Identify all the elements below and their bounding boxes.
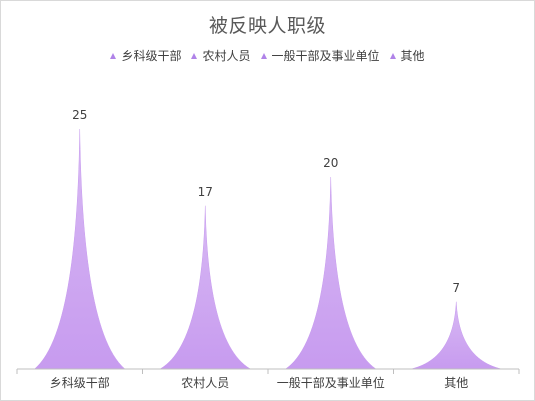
peaks-layer	[33, 128, 502, 370]
legend: 乡科级干部 农村人员 一般干部及事业单位 其他	[1, 47, 534, 64]
data-label: 7	[452, 281, 460, 295]
x-tick-label: 乡科级干部	[50, 375, 110, 390]
legend-label: 其他	[400, 49, 425, 63]
legend-item: 乡科级干部	[110, 47, 181, 64]
peak-bar	[159, 205, 252, 370]
x-tick-label: 农村人员	[181, 376, 229, 390]
legend-label: 一般干部及事业单位	[271, 49, 380, 63]
legend-item: 其他	[389, 47, 425, 64]
data-label: 17	[198, 185, 213, 199]
x-axis: 乡科级干部 农村人员 一般干部及事业单位 其他	[16, 368, 520, 390]
peak-bar	[284, 176, 377, 370]
triangle-marker-icon	[389, 52, 396, 59]
x-tick-label: 一般干部及事业单位	[277, 375, 385, 390]
triangle-marker-icon	[260, 52, 267, 59]
legend-label: 乡科级干部	[121, 49, 182, 63]
triangle-marker-icon	[110, 52, 117, 59]
data-label: 20	[323, 156, 338, 170]
peak-bar	[411, 301, 502, 370]
triangle-marker-icon	[191, 52, 198, 59]
legend-item: 农村人员	[191, 47, 251, 64]
data-label: 25	[72, 108, 87, 122]
data-labels-layer: 25 17 20 7	[72, 108, 460, 295]
legend-item: 一般干部及事业单位	[260, 47, 380, 64]
x-tick-label: 其他	[444, 376, 468, 390]
peak-bar	[33, 128, 126, 370]
legend-label: 农村人员	[202, 49, 251, 63]
chart-title: 被反映人职级	[208, 15, 326, 37]
